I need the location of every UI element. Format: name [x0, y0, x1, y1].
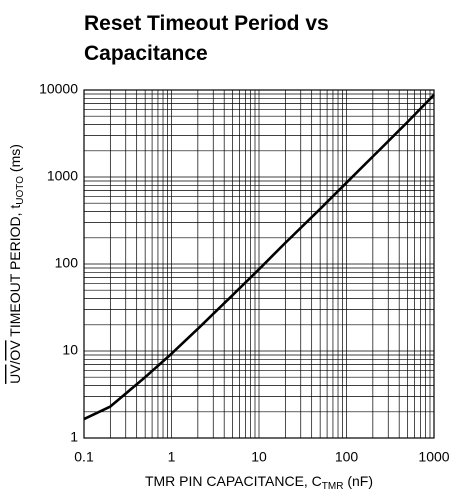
data-line — [83, 93, 435, 421]
y-label-part: (ms) — [7, 144, 23, 176]
y-label-part: OV — [7, 340, 23, 361]
y-label-sub: UOTO — [15, 176, 26, 205]
x-label-part: (nF) — [343, 473, 373, 489]
y-label-part: / — [7, 360, 23, 364]
y-axis-label: UV/OV TIMEOUT PERIOD, tUOTO (ms) — [7, 144, 26, 384]
x-tick-label: 100 — [335, 449, 359, 465]
y-tick-label: 1000 — [47, 168, 78, 184]
y-tick-label: 1 — [70, 429, 78, 445]
x-tick-label: 0.1 — [74, 449, 94, 465]
x-label-sub: TMR — [322, 481, 344, 492]
y-label-part: TIMEOUT PERIOD, t — [7, 205, 23, 341]
y-label-part: UV — [7, 364, 23, 384]
x-tick-label: 1000 — [418, 449, 449, 465]
y-tick-label: 10000 — [39, 81, 78, 97]
plot-frame — [83, 89, 435, 439]
x-axis-label: TMR PIN CAPACITANCE, CTMR (nF) — [145, 473, 373, 492]
chart-title: Reset Timeout Period vs — [84, 12, 329, 35]
chart-title: Capacitance — [84, 42, 208, 65]
x-tick-label: 10 — [251, 449, 267, 465]
y-tick-label: 100 — [55, 255, 79, 271]
x-label-part: TMR PIN CAPACITANCE, C — [145, 473, 322, 489]
y-tick-label: 10 — [62, 342, 78, 358]
x-tick-label: 1 — [168, 449, 176, 465]
